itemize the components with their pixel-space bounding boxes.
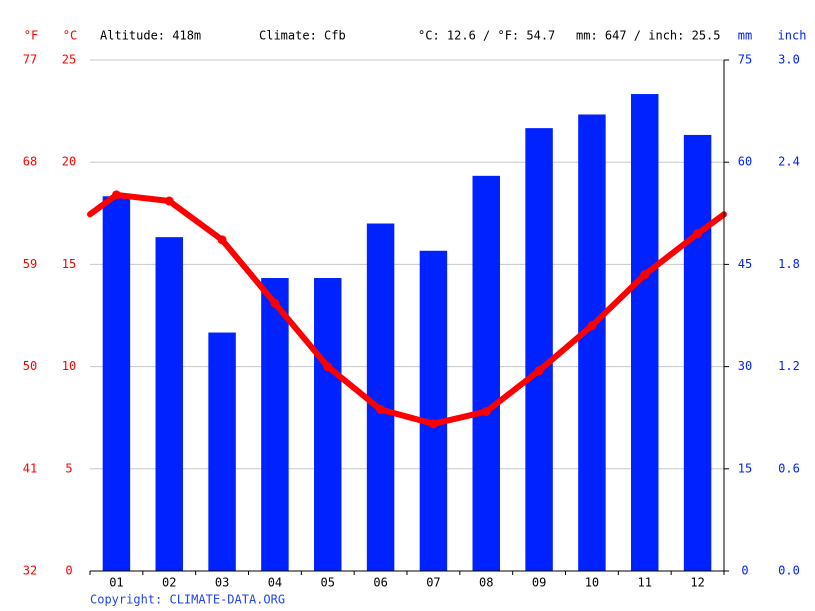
unit-label: °C [63, 29, 77, 43]
line-wrap [694, 211, 727, 237]
y2-tick-label: 0 [741, 564, 748, 578]
unit-label: °F [24, 29, 38, 43]
line-wrap [87, 191, 120, 218]
y-tick-label-f: 41 [23, 461, 37, 475]
bar [314, 278, 342, 571]
x-tick-label: 11 [638, 576, 652, 590]
point [587, 321, 597, 331]
bar [525, 128, 553, 571]
bar [683, 134, 712, 572]
bar [155, 237, 183, 571]
point [217, 235, 227, 245]
header-info: °C: 12.6 / °F: 54.7 [418, 29, 555, 43]
x-tick-label: 04 [268, 576, 282, 590]
y-tick-label-f: 59 [23, 257, 37, 271]
y-tick-label: 25 [62, 53, 76, 67]
point [376, 405, 386, 415]
y2-tick-label-inch: 2.4 [778, 155, 800, 169]
y2-tick-label: 60 [738, 155, 752, 169]
point [481, 407, 491, 417]
y2-tick-label: 75 [738, 53, 752, 67]
bar [366, 223, 395, 571]
bar [578, 114, 606, 572]
y-tick-label-f: 77 [23, 53, 37, 67]
header-info: Altitude: 418m [100, 29, 201, 43]
x-tick-label: 10 [585, 576, 599, 590]
y-tick-label-f: 50 [23, 359, 37, 373]
unit-label: mm [738, 29, 752, 43]
x-tick-label: 05 [321, 576, 335, 590]
y-tick-label: 20 [62, 155, 76, 169]
source: Copyright: CLIMATE-DATA.ORG [90, 593, 285, 607]
y2-tick-label-inch: 1.2 [778, 359, 800, 373]
x-tick-label: 07 [426, 576, 440, 590]
header-info: mm: 647 / inch: 25.5 [576, 29, 721, 43]
unit-label: inch [778, 29, 807, 43]
y2-tick-label-inch: 0.6 [778, 461, 800, 475]
bar [472, 175, 500, 571]
x-tick-label: 02 [162, 576, 176, 590]
x-tick-label: 01 [109, 576, 123, 590]
bar [208, 332, 236, 571]
bar [102, 196, 131, 571]
y-tick-label: 0 [65, 564, 72, 578]
y2-tick-label-inch: 0.0 [778, 564, 800, 578]
temperature-line [113, 191, 701, 427]
point [428, 419, 438, 429]
y2-tick-label-inch: 3.0 [778, 53, 800, 67]
bar [631, 94, 659, 572]
y-tick-label: 10 [62, 359, 76, 373]
header-info: Climate: Cfb [259, 29, 346, 43]
y2-tick-label-inch: 1.8 [778, 257, 800, 271]
y-tick-label-f: 68 [23, 155, 37, 169]
point [164, 196, 174, 206]
x-tick-label: 12 [690, 576, 704, 590]
y2-tick-label: 15 [738, 461, 752, 475]
y-tick-label: 15 [62, 257, 76, 271]
x-tick-label: 08 [479, 576, 493, 590]
x-tick-label: 06 [373, 576, 387, 590]
x-tick-label: 03 [215, 576, 229, 590]
bar [261, 278, 289, 571]
point [270, 298, 280, 308]
y-tick-label: 5 [65, 461, 72, 475]
bar [419, 250, 448, 572]
point [111, 190, 121, 200]
point [693, 229, 703, 239]
point [323, 362, 333, 372]
y-tick-label-f: 32 [23, 564, 37, 578]
y2-tick-label: 30 [738, 359, 752, 373]
point [534, 366, 544, 376]
x-tick-label: 09 [532, 576, 546, 590]
y2-tick-label: 45 [738, 257, 752, 271]
point [640, 270, 650, 280]
